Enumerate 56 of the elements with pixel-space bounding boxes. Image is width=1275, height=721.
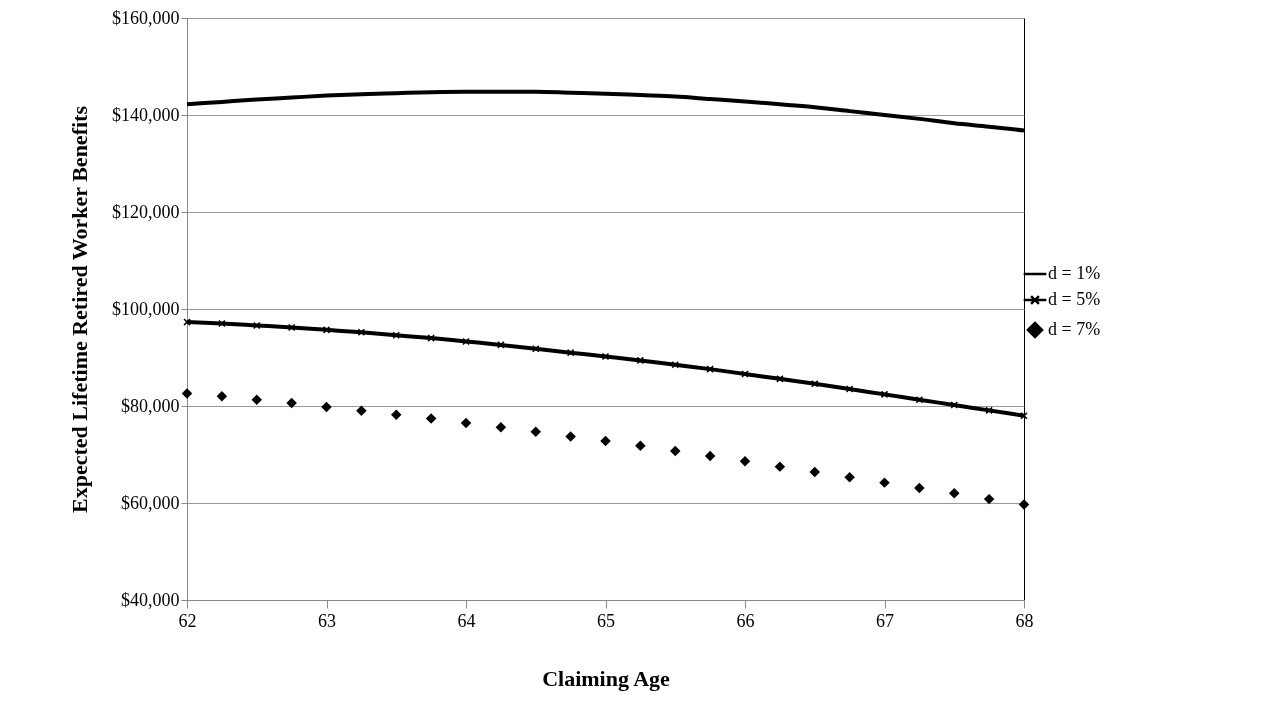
x-axis-title: Claiming Age [542, 665, 671, 691]
x-tick-label: 63 [318, 610, 336, 631]
y-tick-label: $120,000 [112, 201, 180, 222]
point [914, 482, 925, 494]
legend-label: d = 7% [1048, 319, 1101, 339]
x-tick-label: 67 [876, 610, 894, 631]
point [251, 394, 262, 405]
point [1018, 499, 1030, 510]
y-tick-label: $60,000 [121, 492, 180, 513]
point [949, 488, 960, 499]
point [391, 409, 402, 420]
x-tick-label: 65 [597, 610, 615, 631]
point [774, 461, 786, 472]
point [181, 388, 193, 399]
legend-label: d = 1% [1048, 263, 1101, 283]
point [704, 450, 716, 462]
y-axis-title: Expected Lifetime Retired Worker Benefits [67, 105, 92, 513]
point [636, 356, 645, 365]
point [983, 493, 995, 505]
y-tick-label: $40,000 [121, 589, 180, 610]
point [321, 401, 332, 413]
point [425, 413, 437, 424]
point [286, 397, 297, 409]
point [809, 466, 820, 478]
point [495, 422, 507, 433]
point [776, 375, 784, 383]
point [879, 477, 890, 488]
y-tick-label: $100,000 [112, 298, 180, 319]
y-tick-label: $160,000 [112, 7, 180, 28]
point [531, 345, 540, 353]
point [741, 370, 749, 378]
y-tick-label: $80,000 [121, 395, 180, 416]
y-tick-label: $140,000 [112, 104, 180, 125]
point [706, 365, 714, 373]
point [635, 440, 646, 452]
x-tick-label: 68 [1015, 610, 1034, 631]
point [356, 405, 367, 417]
point [287, 323, 296, 332]
point [530, 426, 541, 437]
x-tick-label: 62 [178, 610, 197, 631]
x-tick-label: 64 [457, 610, 476, 631]
point [739, 456, 751, 467]
point [670, 445, 681, 457]
point [460, 417, 472, 429]
point [566, 348, 575, 357]
point [844, 472, 855, 483]
point [497, 341, 505, 349]
point [601, 352, 610, 361]
legend-label: d = 5% [1048, 289, 1101, 309]
point [216, 391, 228, 402]
point [915, 395, 924, 404]
point [427, 334, 435, 342]
point [565, 431, 576, 442]
x-tick-label: 66 [736, 610, 755, 631]
point [600, 435, 611, 447]
point [671, 361, 680, 369]
